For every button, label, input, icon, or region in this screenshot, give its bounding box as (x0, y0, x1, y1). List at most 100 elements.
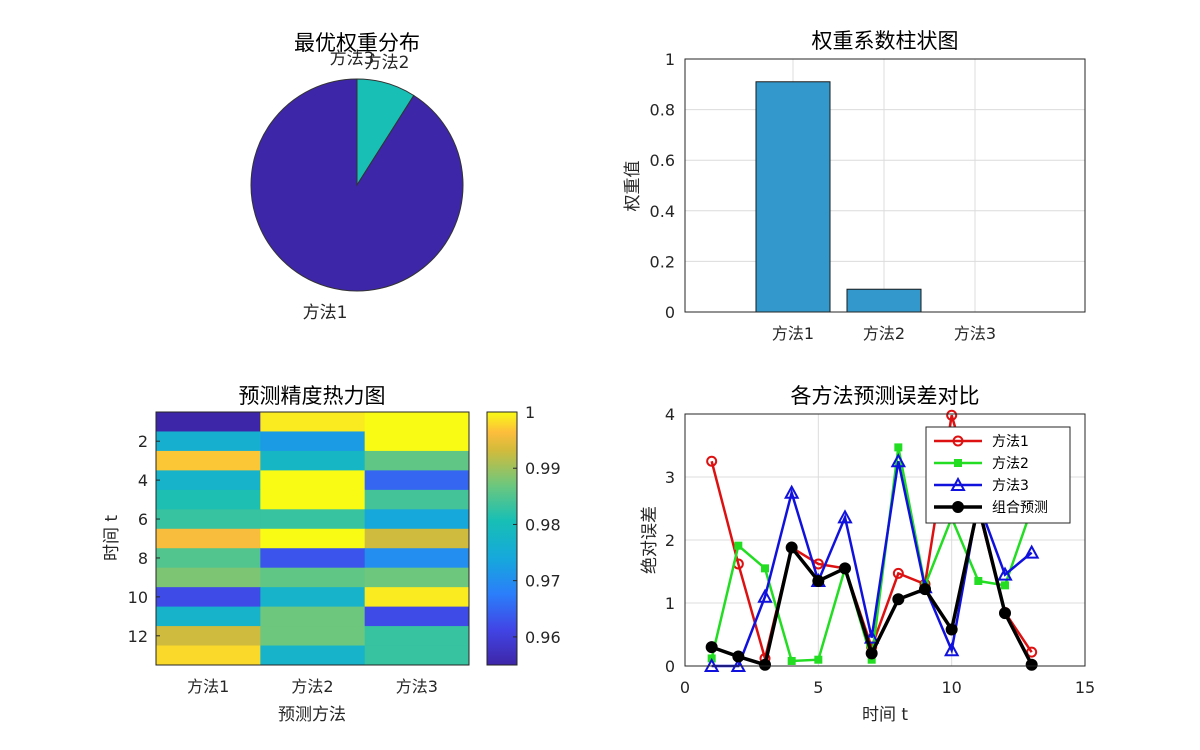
heatmap-cell (260, 412, 366, 432)
colorbar-ticks: 0.96 0.97 0.98 0.99 1 (513, 403, 561, 647)
series-point (945, 623, 958, 636)
bar-xtick-label: 方法2 (863, 324, 905, 343)
heatmap-cell (156, 567, 261, 588)
series-point (892, 567, 904, 579)
series-point (890, 453, 907, 468)
bar-ytick-label: 0.6 (650, 151, 675, 170)
legend-marker (950, 476, 966, 491)
line-axes-box (684, 413, 1086, 667)
heatmap-cell (364, 645, 470, 666)
line-ytick-label: 4 (665, 405, 675, 424)
heatmap-ytick-label: 2 (138, 432, 148, 451)
pie-slice (250, 78, 464, 292)
heatmap-ytick-label: 4 (138, 471, 148, 490)
series-point (787, 656, 796, 665)
series-point (706, 455, 718, 467)
line-ylabel: 绝对误差 (640, 506, 660, 574)
line-xtick-label: 10 (941, 678, 961, 697)
heatmap-xlabel: 预测方法 (278, 705, 346, 725)
bar-ytick-label: 0.8 (650, 101, 675, 120)
heatmap-cell (156, 606, 261, 627)
series-point (757, 588, 773, 603)
line-legend: 方法1 方法2 方法3 组合预测 (925, 426, 1071, 524)
series-point (783, 484, 800, 499)
pie-title: 最优权重分布 (294, 31, 420, 55)
heatmap-xtick-label: 方法2 (291, 677, 333, 696)
series-point (892, 593, 905, 606)
line-xtick-label: 0 (680, 678, 690, 697)
line-x-ticks: 0 5 10 15 (680, 678, 1095, 697)
series-point (999, 607, 1011, 620)
legend-label: 组合预测 (992, 500, 1048, 516)
pie-slice-label: 方法2 (365, 53, 410, 73)
line-ytick-label: 3 (665, 468, 675, 487)
series-point (839, 562, 851, 575)
heatmap-cell (156, 431, 261, 452)
bar-axes-box (684, 58, 1086, 313)
series-point (974, 576, 983, 585)
heatmap-cell (260, 489, 366, 510)
heatmap-cell (260, 606, 366, 627)
bar-xtick-label: 方法1 (772, 324, 814, 343)
heatmap-y-ticks: 2 4 6 8 10 12 (128, 432, 160, 646)
series-point (1001, 581, 1009, 590)
series-point (1026, 646, 1038, 658)
legend-label: 方法2 (992, 456, 1029, 472)
series-point (761, 564, 769, 573)
series-point (759, 658, 771, 671)
heatmap-cell (156, 470, 261, 491)
colorbar-tick-label: 0.97 (525, 572, 561, 591)
heatmap-xtick-label: 方法1 (187, 677, 229, 696)
line-y-ticks: 0 1 2 3 4 (665, 405, 675, 676)
series-point (785, 541, 798, 554)
heatmap-cell (364, 567, 470, 588)
heatmap-title: 预测精度热力图 (239, 384, 386, 408)
pie-slice-label: 方法1 (303, 303, 348, 323)
bar-ytick-label: 1 (665, 50, 675, 69)
heatmap-cell (364, 587, 470, 608)
heatmap-colorbar (486, 411, 518, 666)
heatmap-ylabel: 时间 t (102, 515, 122, 561)
series-point (946, 409, 958, 421)
heatmap-cell (156, 528, 261, 549)
series-point (837, 509, 853, 524)
heatmap-xtick-label: 方法3 (396, 677, 438, 696)
heatmap-cell (364, 450, 470, 471)
heatmap-x-ticks: 方法1 方法2 方法3 (187, 677, 438, 696)
bar-ylabel: 权重值 (623, 161, 643, 212)
line-xlabel: 时间 t (862, 705, 908, 725)
series-point (867, 655, 876, 664)
heatmap-ytick-label: 12 (128, 627, 148, 646)
heatmap-cell (260, 509, 366, 530)
heatmap-cell (364, 548, 470, 569)
heatmap-cells (156, 412, 470, 666)
bar-title: 权重系数柱状图 (812, 29, 959, 53)
colorbar-tick-label: 1 (525, 403, 535, 422)
line-xtick-label: 5 (813, 678, 823, 697)
heatmap-cell (260, 626, 366, 647)
bar-ytick-label: 0 (665, 303, 675, 322)
legend-marker (952, 501, 964, 513)
legend-marker (952, 435, 964, 447)
series-point (943, 642, 960, 657)
heatmap-ytick-label: 8 (138, 549, 148, 568)
heatmap-cell (260, 548, 366, 569)
line-ytick-label: 1 (665, 594, 675, 613)
heatmap-cell (364, 489, 470, 510)
heatmap-axes-box (155, 411, 470, 666)
line-title: 各方法预测误差对比 (791, 384, 980, 408)
heatmap-cell (156, 489, 261, 510)
heatmap-chart: 预测精度热力图 2 4 6 8 10 12 方法1 方法2 方法3 预测方法 时间 t 0.9… (102, 384, 561, 725)
heatmap-cell (260, 587, 366, 608)
bar-grid (685, 58, 1085, 313)
series-point (997, 566, 1013, 581)
bar-xtick-label: 方法3 (954, 324, 996, 343)
heatmap-cell (156, 626, 261, 647)
bar-ytick-label: 0.2 (650, 252, 675, 271)
bar-ytick-label: 0.4 (650, 202, 675, 221)
heatmap-cell (156, 645, 261, 666)
heatmap-cell (364, 470, 470, 491)
legend-label: 方法3 (992, 478, 1029, 494)
colorbar-tick-label: 0.96 (525, 628, 561, 647)
